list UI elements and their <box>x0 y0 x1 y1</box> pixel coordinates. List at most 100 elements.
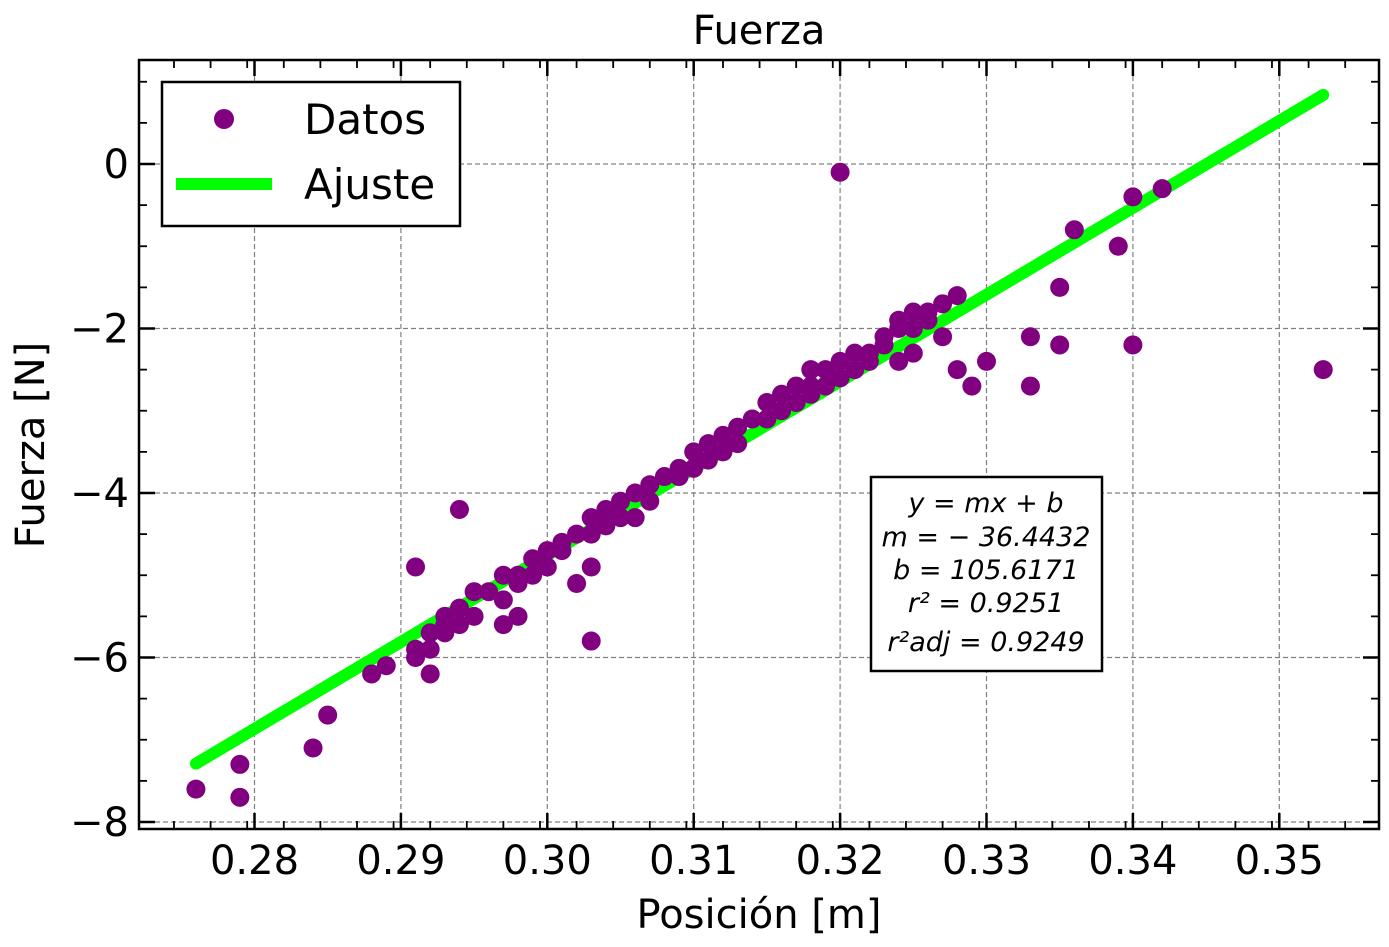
data-point <box>698 450 718 470</box>
data-point <box>698 434 718 454</box>
data-point <box>903 302 923 322</box>
annotation-intercept: b = 105.6171 <box>893 555 1079 586</box>
x-tick-label: 0.32 <box>796 838 885 884</box>
data-point <box>420 623 440 643</box>
data-point <box>903 343 923 363</box>
data-point <box>1050 335 1070 355</box>
data-point <box>859 351 879 371</box>
x-tick-label: 0.28 <box>210 838 299 884</box>
data-point <box>742 409 762 429</box>
data-point <box>640 491 660 511</box>
data-point <box>376 656 396 676</box>
annotation-r2: r² = 0.9251 <box>908 588 1064 619</box>
x-axis-label: Posición [m] <box>637 892 882 938</box>
data-point <box>508 573 528 593</box>
data-point <box>713 442 733 462</box>
data-point <box>581 557 601 577</box>
fit-line <box>189 88 1330 770</box>
x-tick-labels: 0.28 0.29 0.30 0.31 0.32 0.33 0.34 0.35 <box>210 838 1324 884</box>
legend-label-datos: Datos <box>304 95 426 144</box>
data-point <box>581 524 601 544</box>
data-point <box>567 573 587 593</box>
legend-label-ajuste: Ajuste <box>304 160 435 209</box>
data-point <box>684 458 704 478</box>
data-point <box>933 327 953 347</box>
data-point <box>625 508 645 528</box>
x-tick-label: 0.30 <box>503 838 592 884</box>
data-point <box>830 351 850 371</box>
data-point <box>889 351 909 371</box>
legend-marker-datos <box>214 109 234 129</box>
data-point <box>903 319 923 338</box>
y-tick-label: −4 <box>70 471 129 517</box>
fit-annotation: y = mx + b m = − 36.4432 b = 105.6171 r²… <box>869 475 1104 673</box>
y-tick-label: −2 <box>70 307 129 353</box>
data-point <box>640 475 660 495</box>
data-point <box>537 541 557 561</box>
ticks <box>139 60 1379 829</box>
data-point <box>449 615 469 635</box>
data-point <box>786 393 806 413</box>
data-point <box>611 508 630 528</box>
data-point <box>420 639 440 659</box>
legend-box <box>160 80 462 228</box>
data-point <box>464 606 484 626</box>
data-point <box>449 499 469 519</box>
annotation-equation: y = mx + b <box>908 488 1064 519</box>
data-point <box>435 623 455 643</box>
data-point <box>786 376 806 396</box>
annotation-box <box>869 475 1104 673</box>
data-point <box>1152 179 1172 199</box>
data-point <box>464 582 484 602</box>
y-tick-labels: 0 −2 −4 −6 −8 <box>70 142 129 846</box>
data-point <box>757 393 777 413</box>
data-point <box>596 499 616 519</box>
data-point <box>801 384 821 404</box>
data-point <box>947 360 967 380</box>
data-point <box>874 335 894 355</box>
data-point <box>493 615 513 635</box>
data-point <box>420 664 440 684</box>
data-point <box>625 483 645 503</box>
data-point <box>713 425 733 445</box>
data-point <box>537 557 557 577</box>
data-point <box>552 541 572 561</box>
data-point <box>1020 327 1040 347</box>
y-tick-label: −6 <box>70 636 129 682</box>
data-point <box>449 598 469 618</box>
data-point <box>493 565 513 585</box>
data-point <box>728 417 748 437</box>
data-point <box>815 376 835 396</box>
annotation-r2adj: r²adj = 0.9249 <box>887 627 1084 658</box>
data-point <box>230 754 250 774</box>
data-point <box>815 360 835 380</box>
data-point <box>523 565 543 585</box>
data-point <box>845 343 865 363</box>
annotation-slope: m = − 36.4432 <box>882 522 1091 553</box>
data-point <box>318 705 338 725</box>
chart-title: Fuerza <box>693 8 826 54</box>
data-point <box>406 557 426 577</box>
data-point <box>684 442 704 462</box>
data-point <box>493 590 513 610</box>
x-tick-label: 0.34 <box>1088 838 1177 884</box>
data-point <box>581 508 601 528</box>
data-point <box>830 162 850 182</box>
data-point <box>1108 236 1128 256</box>
x-tick-label: 0.33 <box>942 838 1031 884</box>
data-point <box>918 310 938 330</box>
data-point <box>1123 187 1143 207</box>
x-tick-label: 0.29 <box>356 838 445 884</box>
y-tick-label: −8 <box>70 800 129 846</box>
data-point <box>772 401 792 421</box>
data-point <box>889 319 909 338</box>
y-tick-label: 0 <box>104 142 129 188</box>
data-point <box>1064 220 1084 240</box>
data-point <box>611 491 630 511</box>
data-point <box>728 434 748 454</box>
legend: Datos Ajuste <box>160 80 462 228</box>
data-points <box>186 162 1333 807</box>
data-point <box>977 351 996 371</box>
data-point <box>406 639 426 659</box>
data-point <box>933 294 953 314</box>
